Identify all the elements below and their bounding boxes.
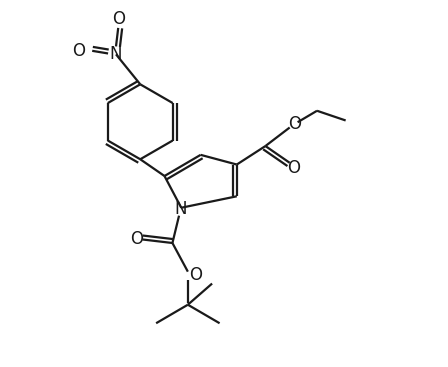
- Text: O: O: [289, 115, 302, 133]
- Text: N: N: [110, 46, 122, 63]
- Text: O: O: [112, 10, 125, 28]
- Text: O: O: [288, 159, 301, 177]
- Text: O: O: [190, 266, 202, 284]
- Text: O: O: [130, 230, 143, 248]
- Text: N: N: [174, 200, 187, 218]
- Text: O: O: [73, 42, 86, 60]
